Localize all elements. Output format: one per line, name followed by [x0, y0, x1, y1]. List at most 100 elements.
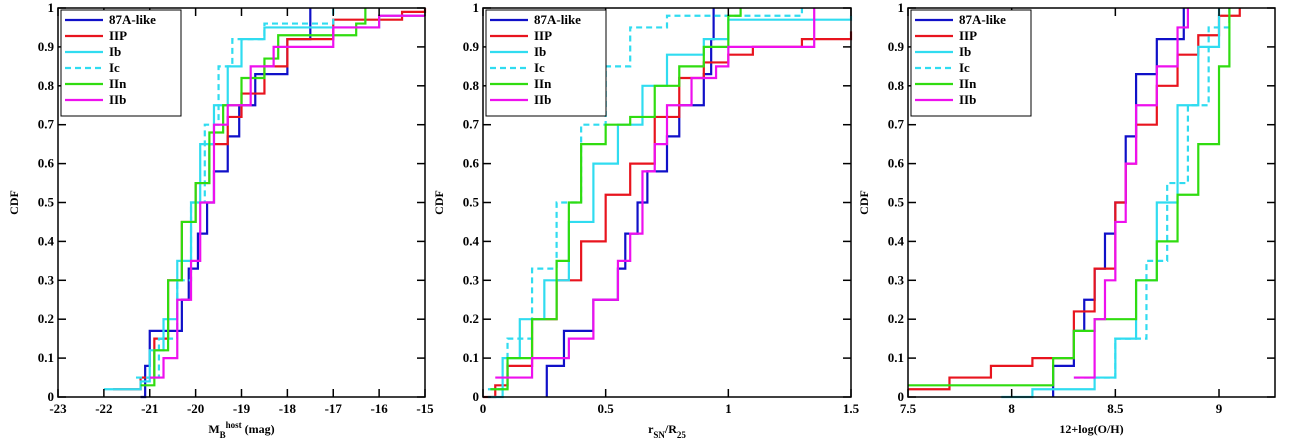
x-axis-label-part: B: [220, 430, 226, 440]
y-tick-label: 0.3: [888, 272, 905, 287]
x-axis-label: 12+log(O/H): [1059, 422, 1123, 436]
y-tick-label: 1: [48, 0, 55, 15]
x-tick-label: -20: [187, 401, 204, 416]
legend-label: Ic: [959, 60, 970, 75]
x-axis-label-part: /R: [664, 422, 677, 436]
y-tick-label: 0.9: [888, 39, 905, 54]
y-tick-label: 0.9: [38, 39, 55, 54]
x-tick-label: -22: [95, 401, 112, 416]
y-tick-label: 0.8: [463, 78, 480, 93]
y-tick-label: 0.6: [888, 156, 905, 171]
cdf-line: [487, 8, 804, 391]
legend-label: IIb: [534, 92, 551, 107]
x-axis-label-part: 25: [677, 430, 687, 440]
x-tick-label: 8: [1008, 401, 1015, 416]
y-tick-label: 0.7: [888, 117, 905, 132]
legend-label: Ib: [534, 44, 546, 59]
y-tick-label: 0.4: [38, 233, 55, 248]
x-axis-label: MBhost (mag): [208, 420, 274, 440]
y-tick-label: 1: [473, 0, 480, 15]
panel: -23 -22 -21 -20 -19 -18 -17 -16 -15 0 0.1 0.2 0.3 0.4…: [7, 0, 434, 440]
y-axis-label: CDF: [432, 190, 446, 215]
y-axis-label: CDF: [857, 190, 871, 215]
cdf-line: [1001, 8, 1221, 399]
x-tick-label: 1.5: [843, 401, 860, 416]
x-tick-label: -19: [233, 401, 251, 416]
legend-box: [485, 9, 607, 117]
x-tick-label: -17: [325, 401, 343, 416]
y-tick-label: 0.8: [888, 78, 905, 93]
x-tick-label: -21: [141, 401, 158, 416]
legend-label: 87A-like: [109, 12, 156, 27]
panel: 7.5 8 8.5 9 0 0.1 0.2 0.3 0.4 0.5 0.6 0.7 0.8 0.9 1 CDF…: [857, 0, 1276, 436]
legend-label: IIb: [109, 92, 126, 107]
y-tick-label: 0.7: [38, 117, 55, 132]
x-tick-label: -23: [49, 401, 67, 416]
x-tick-label: 9: [1216, 401, 1223, 416]
y-tick-label: 0.5: [888, 195, 905, 210]
y-axis-label: CDF: [7, 190, 21, 215]
y-tick-label: 0.2: [888, 311, 904, 326]
x-tick-label: -16: [370, 401, 388, 416]
panel: 0 0.5 1 1.5 0 0.1 0.2 0.3 0.4 0.5 0.6 0.7 0.8 0.9 1 CDF…: [432, 0, 860, 440]
legend-label: Ib: [109, 44, 121, 59]
y-tick-label: 0: [473, 389, 480, 404]
x-axis-label-part: M: [208, 422, 219, 436]
legend-label: IIn: [534, 76, 552, 91]
y-tick-label: 0.5: [463, 195, 480, 210]
cdf-line: [1073, 8, 1231, 379]
x-tick-label: -15: [416, 401, 434, 416]
x-axis-label: rSN/R25: [648, 422, 686, 440]
legend-label: Ib: [959, 44, 971, 59]
cdf-line: [1073, 8, 1190, 379]
y-tick-label: 0.4: [463, 233, 480, 248]
legend-label: IIn: [959, 76, 977, 91]
x-axis-label-part: r: [648, 422, 654, 436]
x-axis-label-part: SN: [653, 430, 665, 440]
y-tick-label: 0.9: [463, 39, 480, 54]
y-tick-label: 0.5: [38, 195, 55, 210]
y-tick-label: 1: [898, 0, 905, 15]
legend-label: Ic: [109, 60, 120, 75]
y-tick-label: 0: [898, 389, 905, 404]
x-tick-label: 1: [725, 401, 732, 416]
legend-label: Ic: [534, 60, 545, 75]
legend-box: [60, 9, 182, 117]
cdf-line: [490, 8, 742, 391]
y-tick-label: 0.3: [463, 272, 480, 287]
cdf-line: [103, 14, 425, 391]
cdf-line: [495, 8, 816, 379]
x-axis-label-part: (mag): [242, 422, 275, 436]
y-tick-label: 0.2: [38, 311, 54, 326]
y-tick-label: 0.1: [38, 350, 54, 365]
legend-label: IIP: [959, 28, 977, 43]
y-tick-label: 0.7: [463, 117, 480, 132]
y-tick-label: 0.3: [38, 272, 55, 287]
x-tick-label: 8.5: [1107, 401, 1124, 416]
y-tick-label: 0.8: [38, 78, 55, 93]
y-tick-label: 0.4: [888, 233, 905, 248]
cdf-line: [483, 31, 853, 399]
x-tick-label: 0: [480, 401, 487, 416]
y-tick-label: 0.6: [38, 156, 55, 171]
x-axis-label-part: host: [226, 420, 242, 430]
cdf-line: [140, 8, 367, 387]
cdf-line: [149, 14, 425, 379]
y-tick-label: 0: [48, 389, 55, 404]
cdf-line: [135, 8, 335, 379]
x-tick-label: 0.5: [598, 401, 615, 416]
legend-box: [910, 9, 1032, 117]
x-tick-label: 7.5: [900, 401, 917, 416]
legend-label: IIP: [109, 28, 127, 43]
y-tick-label: 0.6: [463, 156, 480, 171]
legend-label: 87A-like: [959, 12, 1006, 27]
y-tick-label: 0.1: [888, 350, 904, 365]
x-tick-label: -18: [279, 401, 297, 416]
legend-label: 87A-like: [534, 12, 581, 27]
cdf-line: [487, 15, 853, 399]
cdf-line: [908, 8, 1231, 387]
